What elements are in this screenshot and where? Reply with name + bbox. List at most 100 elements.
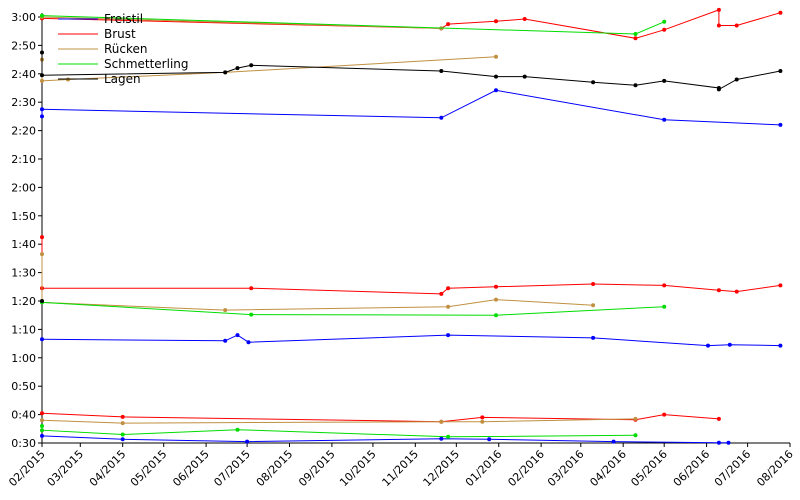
y-tick-label: 2:50: [11, 39, 36, 52]
y-tick-label: 2:00: [11, 181, 36, 194]
y-tick-label: 1:00: [11, 352, 36, 365]
data-point: [591, 80, 596, 85]
data-point: [446, 286, 451, 291]
data-point: [778, 69, 783, 73]
data-point: [633, 83, 638, 88]
data-point: [633, 36, 638, 41]
data-point: [734, 77, 739, 82]
y-tick-label: 3:00: [11, 11, 36, 24]
data-point: [40, 235, 44, 240]
y-tick-label: 0:30: [11, 437, 36, 450]
series-line: [41, 412, 719, 423]
data-point: [40, 418, 44, 423]
data-point: [40, 78, 44, 83]
y-tick-label: 1:30: [11, 267, 36, 280]
x-tick-label: 12/2015: [421, 448, 463, 490]
data-point: [235, 66, 240, 71]
data-point: [716, 87, 721, 92]
data-point: [120, 437, 125, 442]
data-point: [662, 19, 667, 24]
data-point: [249, 286, 254, 291]
legend-label: Schmetterling: [104, 57, 189, 71]
y-tick-label: 2:40: [11, 68, 36, 81]
x-tick-label: 02/2015: [6, 448, 48, 490]
y-tick-label: 1:20: [11, 295, 36, 308]
y-tick-label: 1:10: [11, 323, 36, 336]
series-line: [41, 301, 665, 316]
y-tick-label: 2:30: [11, 96, 36, 109]
data-point: [522, 74, 527, 79]
data-point: [446, 333, 451, 338]
x-tick-label: 03/2016: [545, 448, 587, 490]
data-point: [494, 54, 498, 59]
data-point: [40, 411, 44, 416]
x-tick-label: 06/2015: [170, 448, 212, 490]
data-point: [494, 74, 498, 79]
data-point: [778, 10, 783, 15]
data-point: [245, 439, 250, 444]
series-line: [41, 9, 781, 39]
data-point: [633, 416, 638, 421]
data-point: [734, 23, 739, 28]
y-tick-label: 2:20: [11, 125, 36, 138]
data-point: [487, 437, 492, 442]
series-freistil: [40, 88, 783, 445]
data-point: [40, 252, 44, 257]
data-point: [662, 117, 667, 122]
data-point: [40, 424, 44, 428]
x-tick-label: 04/2015: [87, 448, 129, 490]
x-tick-label: 07/2016: [712, 448, 754, 490]
data-point: [716, 288, 721, 293]
legend-label: Rücken: [104, 42, 148, 56]
data-point: [591, 303, 596, 308]
data-point: [716, 23, 721, 28]
data-point: [439, 69, 444, 73]
x-tick-label: 10/2015: [337, 448, 379, 490]
x-tick-label: 02/2016: [505, 448, 547, 490]
x-tick-label: 01/2016: [463, 448, 505, 490]
series-brust: [40, 7, 783, 424]
data-point: [727, 342, 732, 347]
x-tick-label: 08/2015: [254, 448, 296, 490]
data-point: [716, 440, 721, 445]
y-tick-label: 2:10: [11, 153, 36, 166]
data-point: [494, 88, 498, 93]
data-point: [446, 434, 451, 439]
legend-label: Lagen: [104, 72, 141, 86]
series-line: [41, 16, 442, 29]
data-point: [223, 70, 228, 75]
data-point: [591, 335, 596, 340]
data-point: [706, 343, 710, 348]
data-point: [439, 115, 444, 120]
legend-label: Brust: [104, 27, 136, 41]
series-line: [41, 418, 636, 424]
data-point: [120, 421, 125, 426]
data-point: [40, 107, 44, 112]
y-tick-label: 1:40: [11, 238, 36, 251]
data-point: [494, 313, 498, 318]
data-point: [40, 337, 44, 342]
series-lagen: [40, 50, 783, 303]
data-point: [662, 304, 667, 309]
data-point: [734, 289, 739, 294]
data-point: [249, 63, 254, 68]
data-point: [480, 419, 485, 424]
series-line: [41, 89, 781, 126]
x-tick-label: 08/2016: [754, 448, 796, 490]
data-point: [446, 22, 451, 27]
y-tick-label: 0:50: [11, 380, 36, 393]
data-point: [716, 416, 721, 421]
data-point: [223, 338, 228, 343]
x-tick-label: 09/2015: [296, 448, 338, 490]
data-point: [40, 73, 44, 78]
data-point: [40, 428, 44, 433]
data-point: [633, 32, 638, 36]
data-point: [662, 412, 667, 417]
x-tick-label: 03/2015: [45, 448, 87, 490]
data-point: [223, 308, 228, 313]
data-point: [235, 427, 240, 432]
data-point: [662, 283, 667, 288]
y-tick-label: 1:50: [11, 210, 36, 223]
series-lines: [40, 7, 783, 445]
